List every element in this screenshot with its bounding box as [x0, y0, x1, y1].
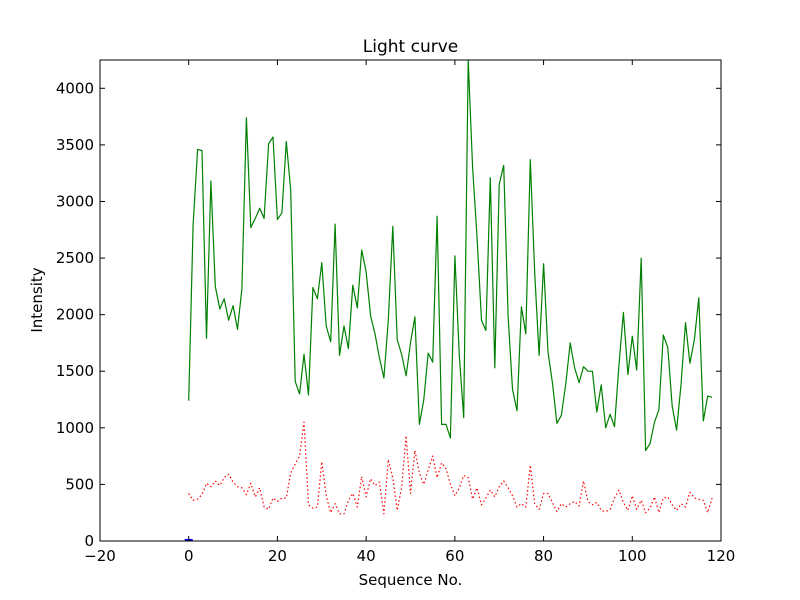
x-tick-label: 100: [618, 547, 647, 565]
y-axis: 0 500 1000 1500 2000 2500 3000 3500 4000: [56, 79, 721, 550]
y-tick-label: 500: [65, 475, 94, 493]
x-axis-label: Sequence No.: [359, 571, 463, 589]
y-tick-label: 2500: [56, 249, 94, 267]
y-tick-label: 1500: [56, 362, 94, 380]
chart-title: Light curve: [363, 37, 458, 57]
y-tick-label: 3500: [56, 136, 94, 154]
y-tick-label: 0: [84, 532, 94, 550]
y-tick-label: 1000: [56, 419, 94, 437]
x-tick-label: 40: [357, 547, 376, 565]
series-2-line: [188, 421, 713, 515]
y-tick-label: 2000: [56, 306, 94, 324]
x-tick-label: 120: [707, 547, 736, 565]
x-tick-label: 60: [445, 547, 464, 565]
y-tick-label: 4000: [56, 79, 94, 97]
series-layer: [184, 60, 713, 541]
x-tick-label: 20: [268, 547, 287, 565]
y-tick-label: 3000: [56, 192, 94, 210]
plot-area: [184, 60, 713, 541]
x-tick-label: 0: [184, 547, 194, 565]
series-1-line: [188, 60, 713, 452]
plot-frame: [99, 59, 722, 542]
x-tick-label: 80: [534, 547, 553, 565]
y-axis-label: Intensity: [28, 267, 46, 332]
x-axis: −20 0 20 40 60 80 100 120: [84, 60, 735, 565]
x-tick-label: −20: [84, 547, 116, 565]
